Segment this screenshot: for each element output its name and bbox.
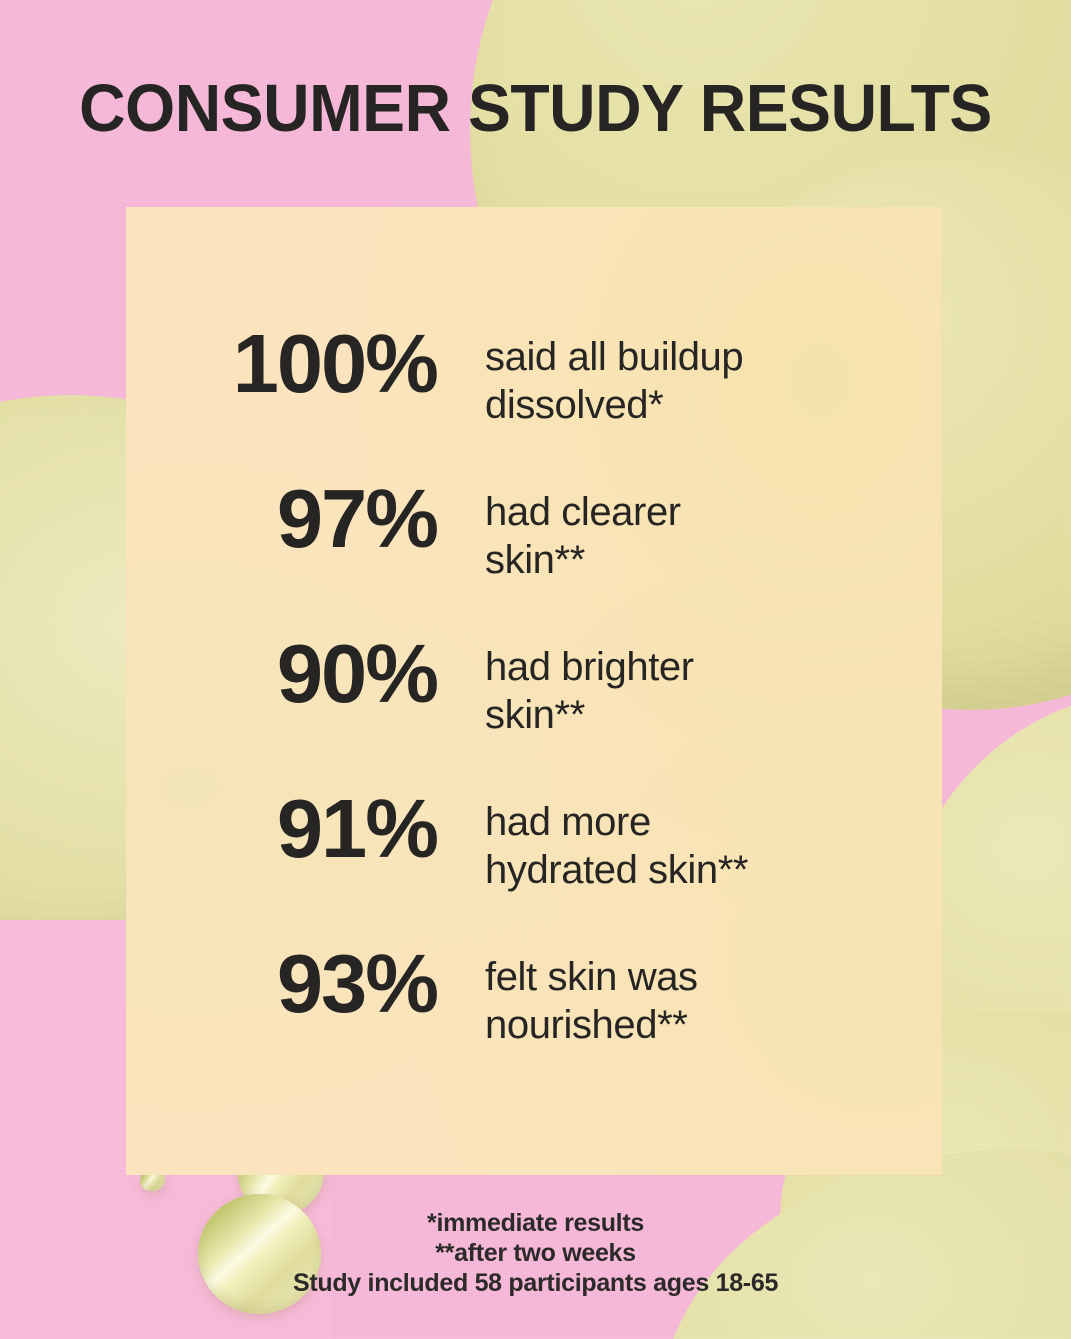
stats-list: 100% said all buildup dissolved* 97% had… <box>126 317 942 1101</box>
stat-label-line: dissolved* <box>485 383 664 427</box>
stat-row: 97% had clearer skin** <box>126 472 942 636</box>
stat-label-line: skin** <box>485 538 585 582</box>
stat-label-line: felt skin was <box>485 955 698 999</box>
stat-label-line: said all buildup <box>485 335 744 379</box>
footnote-line-two-weeks: **after two weeks <box>435 1239 636 1267</box>
stat-label-line: had more <box>485 800 651 844</box>
footnote-line-immediate: *immediate results <box>427 1209 644 1237</box>
stat-row: 90% had brighter skin** <box>126 627 942 791</box>
stat-label: said all buildup dissolved* <box>437 326 942 429</box>
stat-label: had more hydrated skin** <box>437 791 942 894</box>
stat-label-line: had clearer <box>485 490 681 534</box>
results-card: 100% said all buildup dissolved* 97% had… <box>126 207 942 1175</box>
stat-row: 100% said all buildup dissolved* <box>126 317 942 481</box>
stat-label: had brighter skin** <box>437 636 942 739</box>
stat-label-line: had brighter <box>485 645 694 689</box>
stat-label-line: hydrated skin** <box>485 848 749 892</box>
stat-label-line: skin** <box>485 693 585 737</box>
stat-row: 93% felt skin was nourished** <box>126 937 942 1101</box>
stat-label: felt skin was nourished** <box>437 946 942 1049</box>
stat-value: 91% <box>276 782 439 875</box>
oil-droplet-large-icon <box>198 1194 321 1314</box>
stat-value: 93% <box>276 937 439 1030</box>
stat-value: 90% <box>276 627 439 720</box>
stat-row: 91% had more hydrated skin** <box>126 782 942 946</box>
footnote-line-participants: Study included 58 participants ages 18-6… <box>292 1269 779 1297</box>
stat-label-line: nourished** <box>485 1003 688 1047</box>
stat-value: 100% <box>232 317 439 410</box>
page-title: CONSUMER STUDY RESULTS <box>79 71 992 146</box>
footnotes: *immediate results **after two weeks Stu… <box>0 1208 1071 1298</box>
stat-label: had clearer skin** <box>437 481 942 584</box>
stat-value: 97% <box>276 472 439 565</box>
